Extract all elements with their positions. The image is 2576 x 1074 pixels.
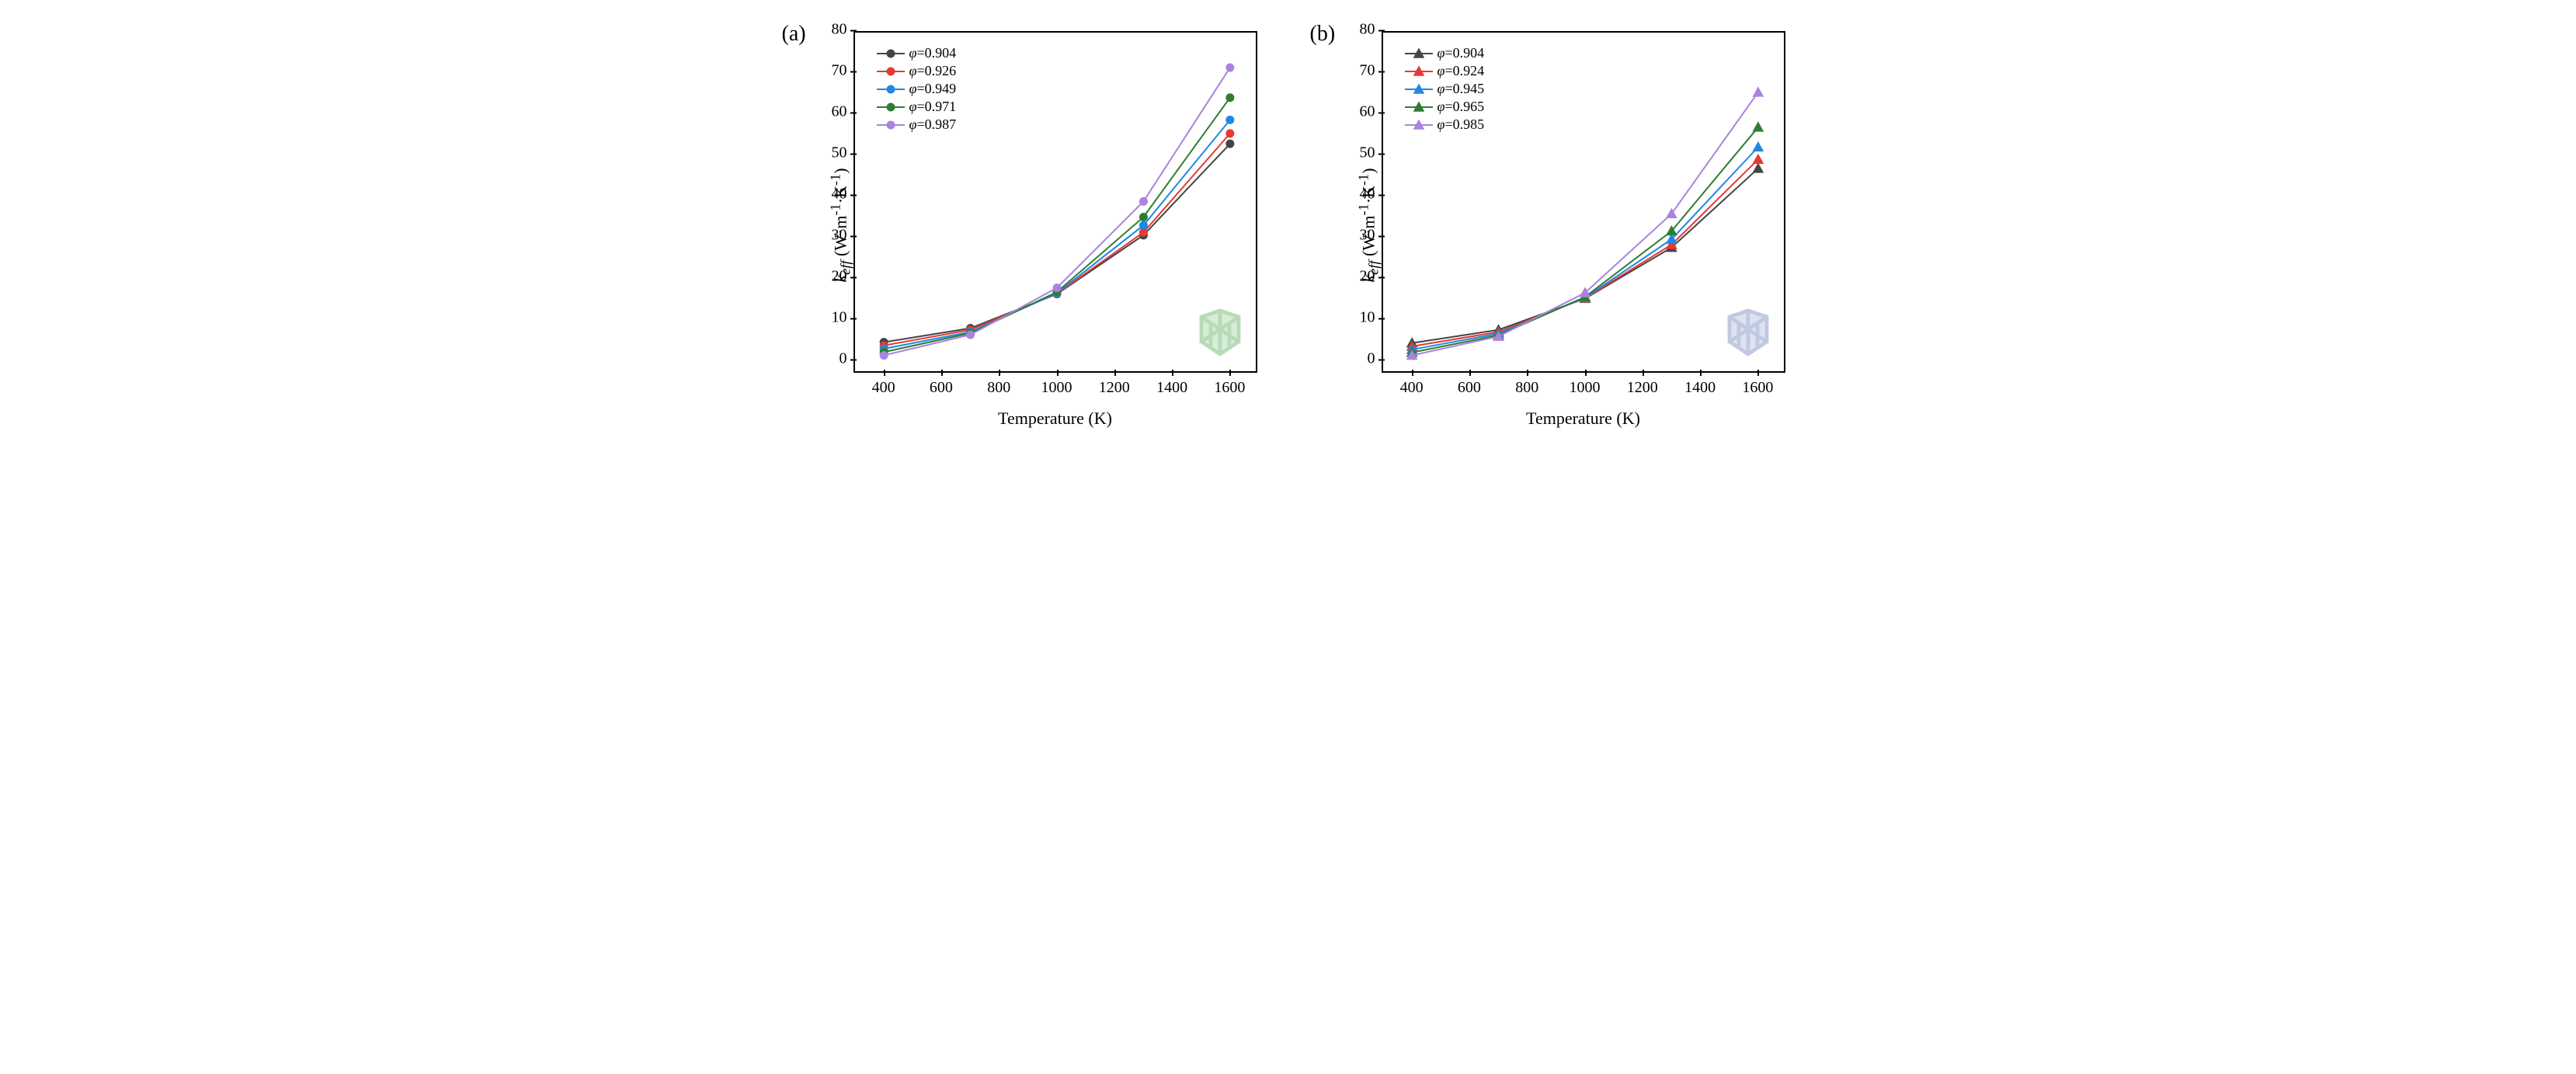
legend-label: φ=0.904 xyxy=(1437,45,1485,61)
legend-label: φ=0.987 xyxy=(909,116,957,133)
y-tick: 70 xyxy=(832,62,855,80)
legend-item: φ=0.985 xyxy=(1405,116,1485,133)
legend-label: φ=0.965 xyxy=(1437,99,1485,115)
panel-a: (a) keff (W·m-1·K-1) 01020304050607080 4… xyxy=(776,16,1273,435)
legend-label: φ=0.985 xyxy=(1437,116,1485,133)
y-tick: 40 xyxy=(832,186,855,203)
y-tick: 0 xyxy=(1368,350,1383,368)
panel-label: (b) xyxy=(1310,22,1336,47)
plot-area: 01020304050607080 4006008001000120014001… xyxy=(853,31,1257,373)
y-tick: 30 xyxy=(1360,227,1383,245)
legend-item: φ=0.971 xyxy=(877,99,957,115)
legend-label: φ=0.945 xyxy=(1437,81,1485,97)
legend-item: φ=0.987 xyxy=(877,116,957,133)
y-tick: 50 xyxy=(832,144,855,162)
legend-label: φ=0.904 xyxy=(909,45,957,61)
legend-item: φ=0.904 xyxy=(1405,45,1485,61)
y-tick: 50 xyxy=(1360,144,1383,162)
y-tick: 20 xyxy=(832,268,855,286)
legend-item: φ=0.904 xyxy=(877,45,957,61)
y-tick: 20 xyxy=(1360,268,1383,286)
x-tick: 800 xyxy=(987,371,1010,397)
legend-item: φ=0.926 xyxy=(877,63,957,79)
x-tick: 1000 xyxy=(1570,371,1601,397)
legend-label: φ=0.971 xyxy=(909,99,957,115)
legend-item: φ=0.924 xyxy=(1405,63,1485,79)
x-tick: 400 xyxy=(1400,371,1424,397)
x-tick: 1400 xyxy=(1684,371,1716,397)
x-tick: 1000 xyxy=(1041,371,1072,397)
legend-label: φ=0.926 xyxy=(909,63,957,79)
inset-lattice-icon xyxy=(1717,304,1779,367)
legend-label: φ=0.924 xyxy=(1437,63,1485,79)
x-tick: 400 xyxy=(872,371,895,397)
y-tick: 40 xyxy=(1360,186,1383,203)
y-tick: 10 xyxy=(832,309,855,327)
panel-label: (a) xyxy=(782,22,806,47)
legend-item: φ=0.949 xyxy=(877,81,957,97)
y-tick: 70 xyxy=(1360,62,1383,80)
legend-item: φ=0.965 xyxy=(1405,99,1485,115)
legend: φ=0.904 φ=0.926 φ=0.949 φ=0.971 φ=0.987 xyxy=(871,40,963,137)
y-tick: 80 xyxy=(832,21,855,39)
panel-b: (b) keff (W·m-1·K-1) 01020304050607080 4… xyxy=(1304,16,1801,435)
x-tick: 600 xyxy=(930,371,953,397)
y-tick: 60 xyxy=(832,103,855,121)
inset-icon xyxy=(1717,304,1779,367)
x-tick: 1600 xyxy=(1214,371,1245,397)
legend: φ=0.904 φ=0.924 φ=0.945 φ=0.965 φ=0.985 xyxy=(1399,40,1491,137)
x-tick: 1200 xyxy=(1627,371,1658,397)
y-tick: 80 xyxy=(1360,21,1383,39)
y-tick: 60 xyxy=(1360,103,1383,121)
y-tick: 30 xyxy=(832,227,855,245)
x-tick: 600 xyxy=(1458,371,1481,397)
y-tick: 10 xyxy=(1360,309,1383,327)
legend-label: φ=0.949 xyxy=(909,81,957,97)
y-tick: 0 xyxy=(840,350,855,368)
inset-icon xyxy=(1189,304,1251,367)
x-tick: 800 xyxy=(1515,371,1538,397)
figure-row: (a) keff (W·m-1·K-1) 01020304050607080 4… xyxy=(16,16,2560,435)
inset-lattice-icon xyxy=(1189,304,1251,367)
x-axis-label: Temperature (K) xyxy=(853,408,1257,429)
plot-area: 01020304050607080 4006008001000120014001… xyxy=(1382,31,1785,373)
legend-item: φ=0.945 xyxy=(1405,81,1485,97)
x-tick: 1200 xyxy=(1099,371,1130,397)
x-tick: 1400 xyxy=(1156,371,1187,397)
x-tick: 1600 xyxy=(1742,371,1773,397)
x-axis-label: Temperature (K) xyxy=(1382,408,1785,429)
